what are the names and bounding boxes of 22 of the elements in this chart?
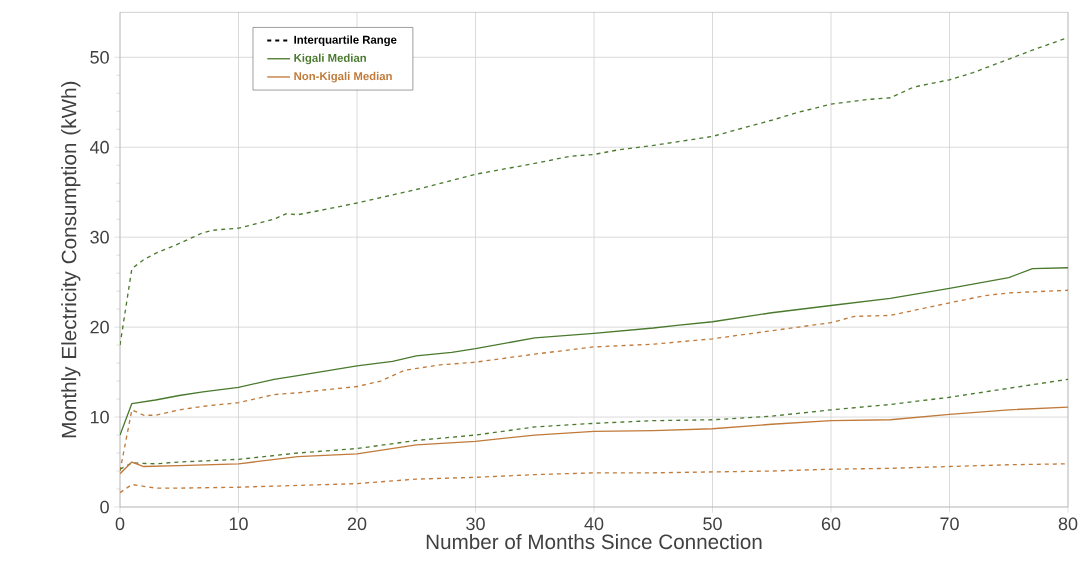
x-axis-title: Number of Months Since Connection <box>426 533 762 550</box>
line-series <box>120 267 1069 436</box>
y-tick-label: 10 <box>90 410 109 424</box>
y-tick-label: 50 <box>90 50 109 64</box>
y-tick-label: 30 <box>90 230 109 244</box>
legend-label: Kigali Median <box>294 53 366 65</box>
x-tick-label: 50 <box>703 517 722 531</box>
x-tick-label: 30 <box>466 517 485 531</box>
y-tick-label: 40 <box>90 140 109 154</box>
y-axis-title: Monthly Electricity Consumption (kWh) <box>61 81 81 438</box>
annotation: Interquartile Range <box>294 35 397 47</box>
x-tick-label: 10 <box>229 517 248 531</box>
y-tick-label: 0 <box>100 500 109 514</box>
y-tick-label: 20 <box>90 320 109 334</box>
x-tick-label: 80 <box>1058 517 1078 531</box>
x-tick-label: 0 <box>115 517 125 531</box>
x-tick-label: 70 <box>940 517 959 531</box>
legend-label: Non-Kigali Median <box>294 71 392 83</box>
x-tick-label: 20 <box>347 517 367 531</box>
x-tick-label: 40 <box>584 517 604 531</box>
x-tick-label: 60 <box>821 517 841 531</box>
line-series <box>120 378 1069 470</box>
